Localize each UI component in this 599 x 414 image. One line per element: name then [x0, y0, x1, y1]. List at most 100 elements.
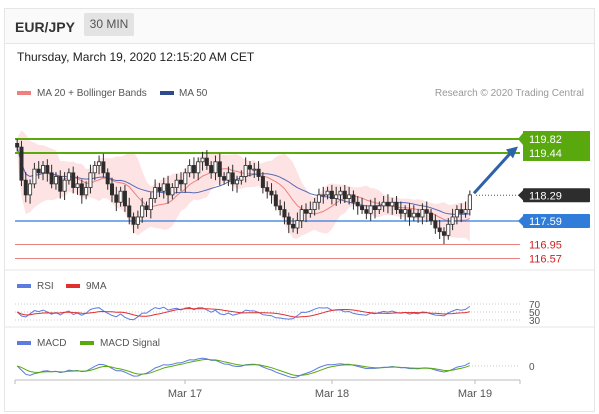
candle-body — [157, 187, 162, 192]
candle-body — [372, 205, 377, 211]
price-level-label: 116.95 — [529, 240, 562, 252]
macd-legend-label: MACD — [37, 338, 66, 349]
candle-body — [196, 161, 201, 174]
candle-body — [252, 168, 257, 171]
macd-signal-line — [17, 358, 470, 377]
candle-body — [347, 194, 352, 199]
last-label-pointer — [518, 190, 523, 201]
candle-body — [385, 201, 390, 207]
rsi-legend-swatch — [17, 284, 31, 288]
candle-body — [62, 179, 67, 192]
pivot-label-box — [523, 214, 590, 228]
candle-body — [299, 209, 304, 222]
candle-body — [256, 168, 261, 177]
candle-body — [459, 209, 464, 214]
candle-body — [390, 201, 395, 207]
bollinger-band — [17, 130, 470, 242]
candle-body — [360, 205, 365, 211]
candle-body — [316, 194, 321, 203]
candle-body — [260, 176, 265, 188]
candle-body — [416, 212, 421, 218]
price-level-label: 116.57 — [529, 254, 562, 266]
price-level-label: 117.59 — [529, 216, 562, 228]
ma20-legend-label: MA 20 + Bollinger Bands — [37, 88, 147, 99]
candle-body — [200, 157, 205, 163]
x-tick-label: Mar 19 — [458, 388, 492, 400]
rsi-9ma-legend-swatch — [66, 284, 80, 288]
candle-body — [394, 201, 399, 211]
macd-legend-swatch — [17, 341, 31, 345]
candle-body — [222, 176, 227, 181]
candle-body — [441, 231, 446, 236]
candle-body — [355, 201, 360, 207]
candle-body — [286, 216, 291, 225]
candle-body — [53, 176, 58, 185]
candle-body — [71, 172, 76, 188]
last-label-box — [523, 188, 590, 203]
candle-body — [32, 168, 37, 185]
candle-body — [15, 143, 20, 148]
timeframe-button[interactable]: 30 MIN — [84, 13, 134, 36]
candle-body — [110, 183, 115, 196]
candle-body — [463, 209, 468, 214]
currency-pair-title: EUR/JPY — [15, 19, 75, 35]
candle-body — [49, 172, 54, 185]
candle-body — [381, 201, 386, 207]
candle-body — [36, 168, 41, 174]
candle-body — [265, 187, 270, 192]
ma50-legend-label: MA 50 — [179, 88, 208, 99]
candle-body — [450, 216, 455, 225]
candle-body — [97, 161, 102, 166]
candle-body — [127, 205, 132, 218]
candle-body — [230, 172, 235, 185]
candle-body — [161, 183, 166, 192]
candle-body — [118, 190, 123, 203]
candle-body — [122, 190, 127, 207]
candle-body — [338, 190, 343, 196]
candle-body — [321, 194, 326, 197]
candle-body — [114, 194, 119, 203]
candle-body — [308, 209, 313, 214]
candle-body — [312, 201, 317, 211]
macd-signal-legend-label: MACD Signal — [100, 338, 160, 349]
price-level-label: 118.29 — [529, 190, 562, 202]
chart-widget: EUR/JPY 30 MIN Thursday, March 19, 2020 … — [4, 8, 595, 412]
candle-body — [58, 176, 63, 192]
candle-body — [88, 172, 93, 188]
candle-body — [166, 183, 171, 196]
candle-body — [239, 176, 244, 181]
candle-body — [278, 205, 283, 211]
rsi-tick-label: 30 — [529, 316, 541, 327]
candle-body — [41, 165, 46, 174]
candle-body — [467, 194, 472, 211]
candle-body — [403, 209, 408, 214]
candle-body — [209, 165, 214, 174]
candle-body — [79, 183, 84, 196]
candle-body — [291, 223, 296, 229]
candle-body — [178, 179, 183, 185]
candle-body — [334, 194, 339, 199]
candle-body — [191, 165, 196, 174]
candle-body — [351, 194, 356, 203]
x-tick-label: Mar 18 — [315, 388, 349, 400]
pivot-label-pointer — [518, 216, 523, 226]
macd-tick-label: 0 — [529, 362, 535, 373]
candle-body — [377, 205, 382, 211]
target-label-pointer — [518, 133, 523, 145]
candle-body — [295, 220, 300, 229]
candle-body — [45, 165, 50, 174]
projection-arrow-shaft — [472, 151, 513, 195]
candle-body — [235, 179, 240, 185]
rsi-tick-label: 70 — [529, 300, 541, 311]
ma50-legend-swatch — [160, 91, 174, 95]
candle-body — [429, 212, 434, 222]
candle-body — [213, 161, 218, 174]
price-level-label: 119.44 — [529, 148, 562, 160]
candle-body — [66, 172, 71, 181]
candle-body — [407, 209, 412, 218]
ma50-line — [16, 146, 470, 215]
candle-body — [247, 165, 252, 170]
candle-body — [170, 187, 175, 196]
rsi-9ma-line — [16, 307, 470, 318]
